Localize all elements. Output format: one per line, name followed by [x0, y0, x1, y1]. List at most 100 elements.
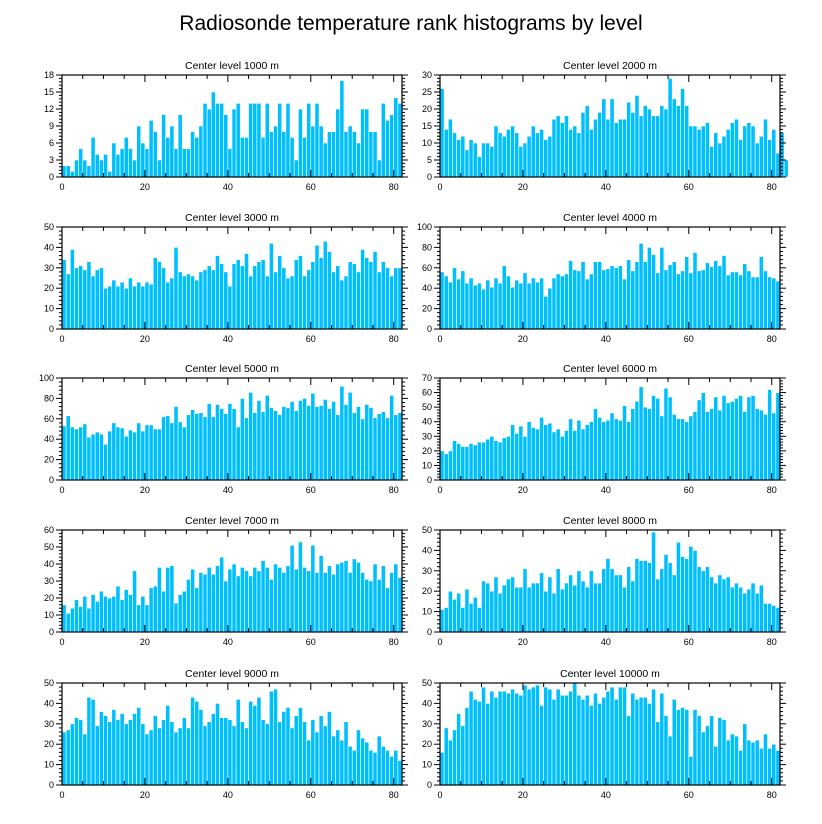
y-tick-label: 20 — [422, 739, 432, 749]
histogram-bar — [485, 582, 491, 633]
histogram-bar — [161, 267, 166, 330]
histogram-bar — [82, 159, 88, 178]
histogram-bar — [692, 550, 698, 633]
histogram-bar — [489, 146, 495, 178]
histogram-bar — [360, 737, 365, 786]
histogram-bar — [522, 272, 528, 330]
histogram-bar — [260, 259, 266, 330]
histogram-bar — [244, 417, 249, 481]
histogram-bar — [671, 261, 677, 330]
histogram-bar — [655, 272, 661, 330]
x-tick-label: 40 — [601, 637, 611, 647]
histogram-bar — [331, 573, 336, 633]
histogram-bar — [136, 125, 142, 178]
histogram-bar — [322, 240, 328, 330]
histogram-bar — [605, 690, 611, 786]
histogram-bar — [372, 417, 378, 481]
histogram-bar — [551, 118, 557, 178]
histogram-bar — [360, 418, 365, 481]
y-tick-label: 6 — [49, 138, 54, 148]
histogram-bar — [335, 729, 341, 786]
histogram-bar — [161, 416, 166, 481]
histogram-bar — [302, 398, 307, 481]
histogram-bar — [588, 421, 594, 481]
y-tick-label: 25 — [422, 87, 432, 97]
x-tick-label: 0 — [437, 790, 442, 800]
y-tick-label: 50 — [422, 678, 432, 688]
histogram-bar — [148, 587, 154, 633]
histogram-bar — [132, 713, 137, 786]
y-tick-label: 30 — [44, 263, 54, 273]
histogram-bar — [680, 270, 685, 330]
histogram-bar — [327, 565, 332, 633]
histogram-bar — [456, 592, 462, 633]
histogram-bar — [157, 428, 162, 481]
histogram-bar — [775, 280, 781, 330]
histogram-bar — [539, 572, 544, 633]
histogram-bar — [347, 745, 353, 786]
histogram-bar — [510, 424, 515, 481]
y-tick-label: 20 — [44, 739, 54, 749]
histogram-bar — [750, 276, 756, 330]
histogram-bar — [177, 271, 183, 330]
histogram-bar — [231, 563, 237, 633]
histogram-bar — [647, 562, 652, 633]
histogram-bar — [667, 78, 673, 178]
histogram-bar — [705, 122, 710, 178]
plot-frame — [439, 529, 781, 633]
y-tick-label: 100 — [39, 373, 54, 383]
histogram-bar — [468, 139, 474, 178]
histogram-bar — [497, 132, 503, 178]
y-tick-label: 0 — [427, 780, 432, 790]
histogram-bar — [506, 578, 511, 633]
histogram-bar — [713, 396, 719, 481]
histogram-bar — [343, 404, 349, 481]
histogram-bar — [750, 395, 756, 481]
histogram-bar — [622, 686, 627, 786]
histogram-bar — [215, 255, 220, 330]
histogram-bar — [157, 567, 162, 633]
histogram-bar — [219, 717, 225, 786]
histogram-bar — [152, 715, 158, 786]
histogram-bar — [617, 574, 623, 633]
histogram-bar — [526, 586, 532, 633]
histogram-bar — [239, 721, 245, 786]
histogram-bar — [385, 750, 390, 786]
histogram-bar — [78, 265, 84, 330]
histogram-bar — [115, 285, 121, 330]
histogram-bar — [306, 739, 312, 786]
histogram-bar — [376, 271, 382, 330]
histogram-bar — [456, 443, 462, 481]
histogram-panel: Center level 9000 m 0 20 40 60 80 0 10 20 30 40 50 — [44, 668, 408, 800]
histogram-bar — [376, 735, 382, 786]
histogram-bar — [725, 576, 731, 633]
histogram-bar — [750, 125, 756, 178]
histogram-bar — [647, 703, 652, 786]
histogram-bar — [626, 259, 632, 330]
histogram-bar — [161, 719, 166, 786]
x-tick-label: 60 — [684, 334, 694, 344]
histogram-bar — [555, 568, 561, 633]
histogram-bar — [219, 103, 225, 178]
histogram-bar — [227, 403, 233, 481]
histogram-bar — [310, 719, 316, 786]
x-tick-label: 0 — [437, 182, 442, 192]
histogram-bar — [115, 585, 121, 633]
histogram-bar — [568, 260, 573, 330]
histogram-bar — [107, 285, 113, 330]
x-tick-label: 60 — [684, 182, 694, 192]
histogram-bar — [368, 261, 374, 330]
histogram-bar — [539, 705, 544, 786]
histogram-bar — [655, 115, 661, 178]
histogram-bar — [356, 271, 361, 330]
histogram-bar — [322, 572, 328, 633]
histogram-bar — [506, 275, 511, 330]
histogram-bar — [306, 570, 312, 633]
histogram-bar — [489, 690, 495, 786]
histogram-bar — [310, 392, 316, 481]
histogram-bar — [452, 440, 457, 481]
histogram-bar — [385, 587, 390, 633]
histogram-bar — [464, 707, 470, 786]
y-tick-label: 12 — [44, 104, 54, 114]
histogram-bar — [82, 269, 88, 330]
